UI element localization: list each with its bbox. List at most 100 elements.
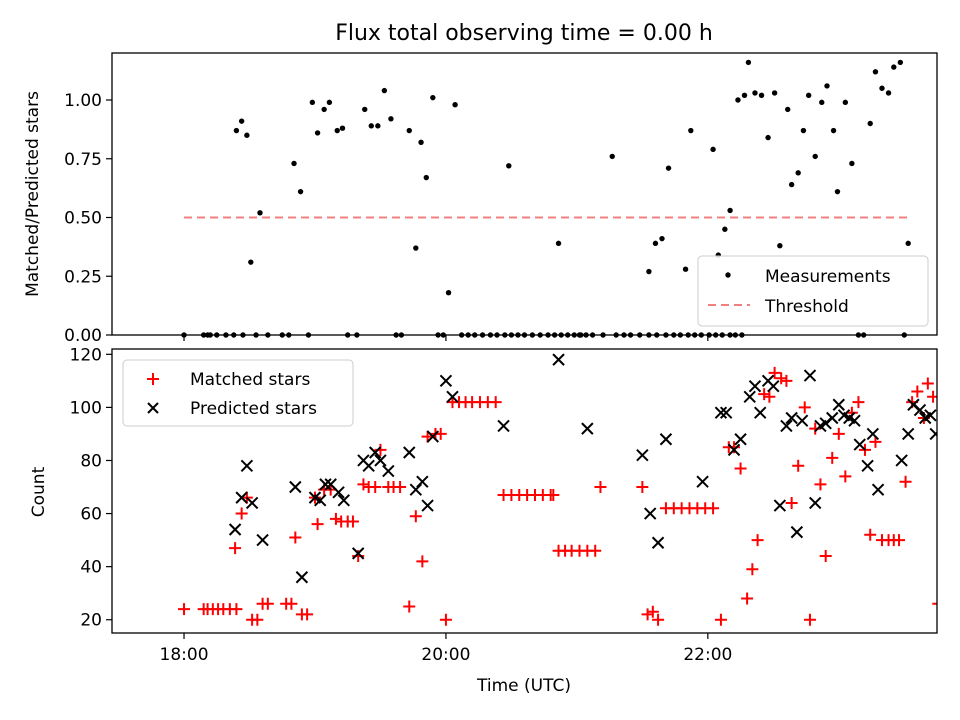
matched-star-point [261, 597, 274, 610]
matched-star-point [652, 613, 665, 626]
matched-star-point [346, 515, 359, 528]
matched-star-point [311, 518, 324, 531]
measurement-point [321, 106, 327, 113]
predicted-star-point [714, 406, 728, 419]
measurement-point [452, 102, 458, 108]
predicted-star-point [552, 353, 565, 366]
predicted-star-point [289, 480, 302, 494]
bottom-x-tick-label: 18:00 [160, 645, 209, 665]
measurement-point [430, 94, 436, 101]
predicted-star-point [256, 533, 269, 547]
bottom-y-tick-label: 60 [80, 505, 102, 525]
predicted-star-point [416, 475, 429, 488]
matched-star-point [734, 462, 747, 475]
matched-star-point [403, 600, 416, 613]
matched-star-point [439, 613, 452, 626]
matched-star-point [832, 427, 845, 440]
measurement-point [406, 127, 412, 134]
measurement-point [388, 116, 394, 122]
measurement-point [842, 99, 849, 106]
measurement-point [785, 106, 791, 113]
legend-measurements-label: Measurements [765, 267, 891, 287]
measurement-point [445, 290, 452, 296]
matched-star-point [864, 528, 877, 541]
predicted-star-point [866, 427, 880, 441]
predicted-star-point [295, 571, 309, 584]
predicted-star-point [644, 507, 657, 520]
matched-star-point [374, 443, 387, 456]
predicted-star-point [337, 494, 350, 507]
predicted-star-point [924, 409, 937, 422]
measurement-point [555, 240, 562, 247]
matched-star-point [763, 390, 776, 403]
top-y-tick-label: 0.00 [64, 326, 102, 346]
predicted-star-point [446, 390, 459, 403]
measurement-point [800, 127, 807, 134]
measurement-point [682, 266, 689, 272]
bottom-axes-frame [111, 348, 938, 634]
measurement-point [665, 165, 672, 171]
matched-star-point [785, 496, 798, 509]
matched-star-point [932, 602, 937, 605]
predicted-star-point [848, 414, 861, 427]
matched-star-point [229, 542, 242, 555]
measurement-point [834, 188, 841, 195]
measurement-point [291, 160, 297, 167]
measurement-point [375, 123, 381, 129]
measurement-point [872, 69, 879, 75]
measurement-point [652, 240, 659, 247]
predicted-star-point [374, 454, 387, 467]
matched-star-point [489, 396, 502, 409]
measurement-point [339, 125, 346, 131]
matched-star-point [357, 478, 370, 491]
matched-star-point [780, 374, 793, 387]
predicted-star-point [795, 414, 809, 427]
predicted-star-point [719, 406, 733, 419]
measurement-point [238, 118, 245, 124]
bottom-y-tick-label: 40 [80, 558, 102, 578]
matched-star-point [798, 401, 811, 414]
measurement-point [735, 97, 741, 103]
predicted-star-point [853, 438, 866, 451]
bottom-x-tick-label: 22:00 [683, 645, 732, 665]
predicted-star-point [767, 379, 780, 393]
measurement-point [710, 146, 716, 153]
matched-star-point [329, 512, 342, 525]
measurement-point [741, 92, 748, 99]
top-y-tick-label: 0.50 [64, 209, 102, 229]
measurement-point [885, 90, 892, 96]
measurement-point [506, 163, 512, 169]
top-y-tick-label: 0.75 [64, 150, 102, 170]
predicted-star-point [421, 499, 434, 512]
measurement-point [646, 268, 652, 275]
predicted-star-point [785, 411, 798, 425]
matched-star-point [394, 481, 407, 494]
measurement-point [722, 226, 728, 232]
matched-star-point [641, 608, 654, 621]
measurement-point [752, 90, 758, 96]
matched-star-point [775, 372, 788, 385]
measurement-point [314, 130, 321, 136]
measurement-point [309, 99, 316, 106]
measurement-point [897, 59, 904, 66]
matched-star-point [251, 613, 264, 626]
measurement-point [244, 132, 250, 138]
matched-star-point [289, 531, 302, 544]
measurement-point [418, 139, 424, 145]
legend-measurements-marker [725, 272, 731, 278]
bottom-x-axis-label: Time (UTC) [476, 676, 571, 696]
predicted-star-point [803, 369, 817, 382]
bottom-y-tick-label: 100 [70, 398, 102, 418]
predicted-star-point [235, 491, 248, 504]
predicted-star-point [754, 406, 767, 419]
matched-star-point [899, 475, 912, 488]
measurement-point [326, 99, 333, 106]
measurement-point [688, 127, 694, 134]
predicted-star-point [497, 419, 510, 433]
predicted-star-point [913, 403, 927, 417]
matched-star-point [409, 510, 422, 523]
predicted-star-point [651, 536, 665, 549]
measurement-point [423, 174, 429, 181]
bottom-legend-box [122, 359, 354, 427]
measurement-point [745, 59, 752, 66]
